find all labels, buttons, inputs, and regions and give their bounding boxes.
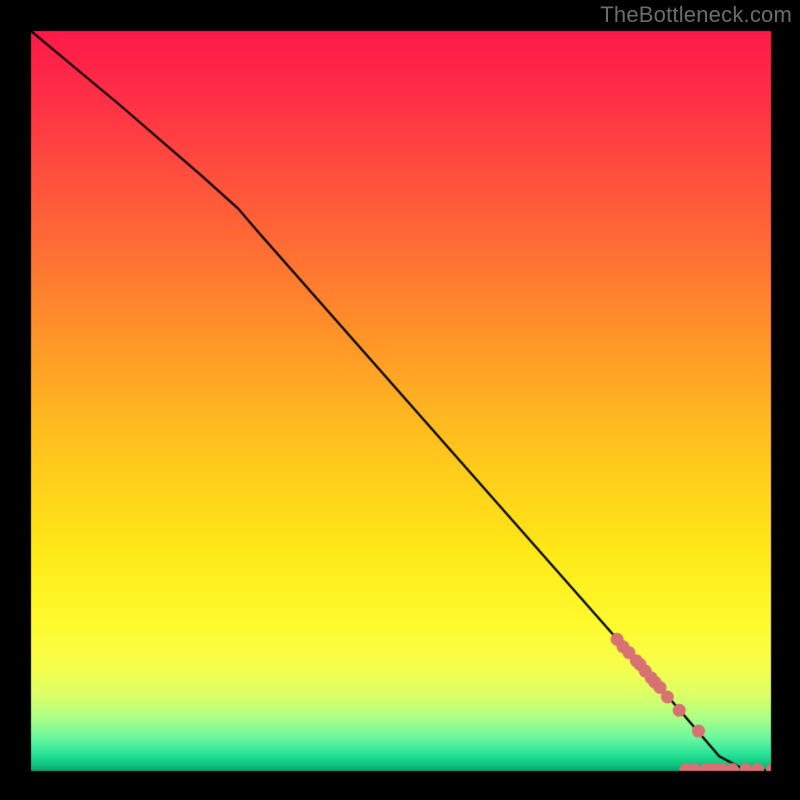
bottleneck-chart (0, 0, 800, 800)
watermark-label: TheBottleneck.com (600, 2, 792, 28)
